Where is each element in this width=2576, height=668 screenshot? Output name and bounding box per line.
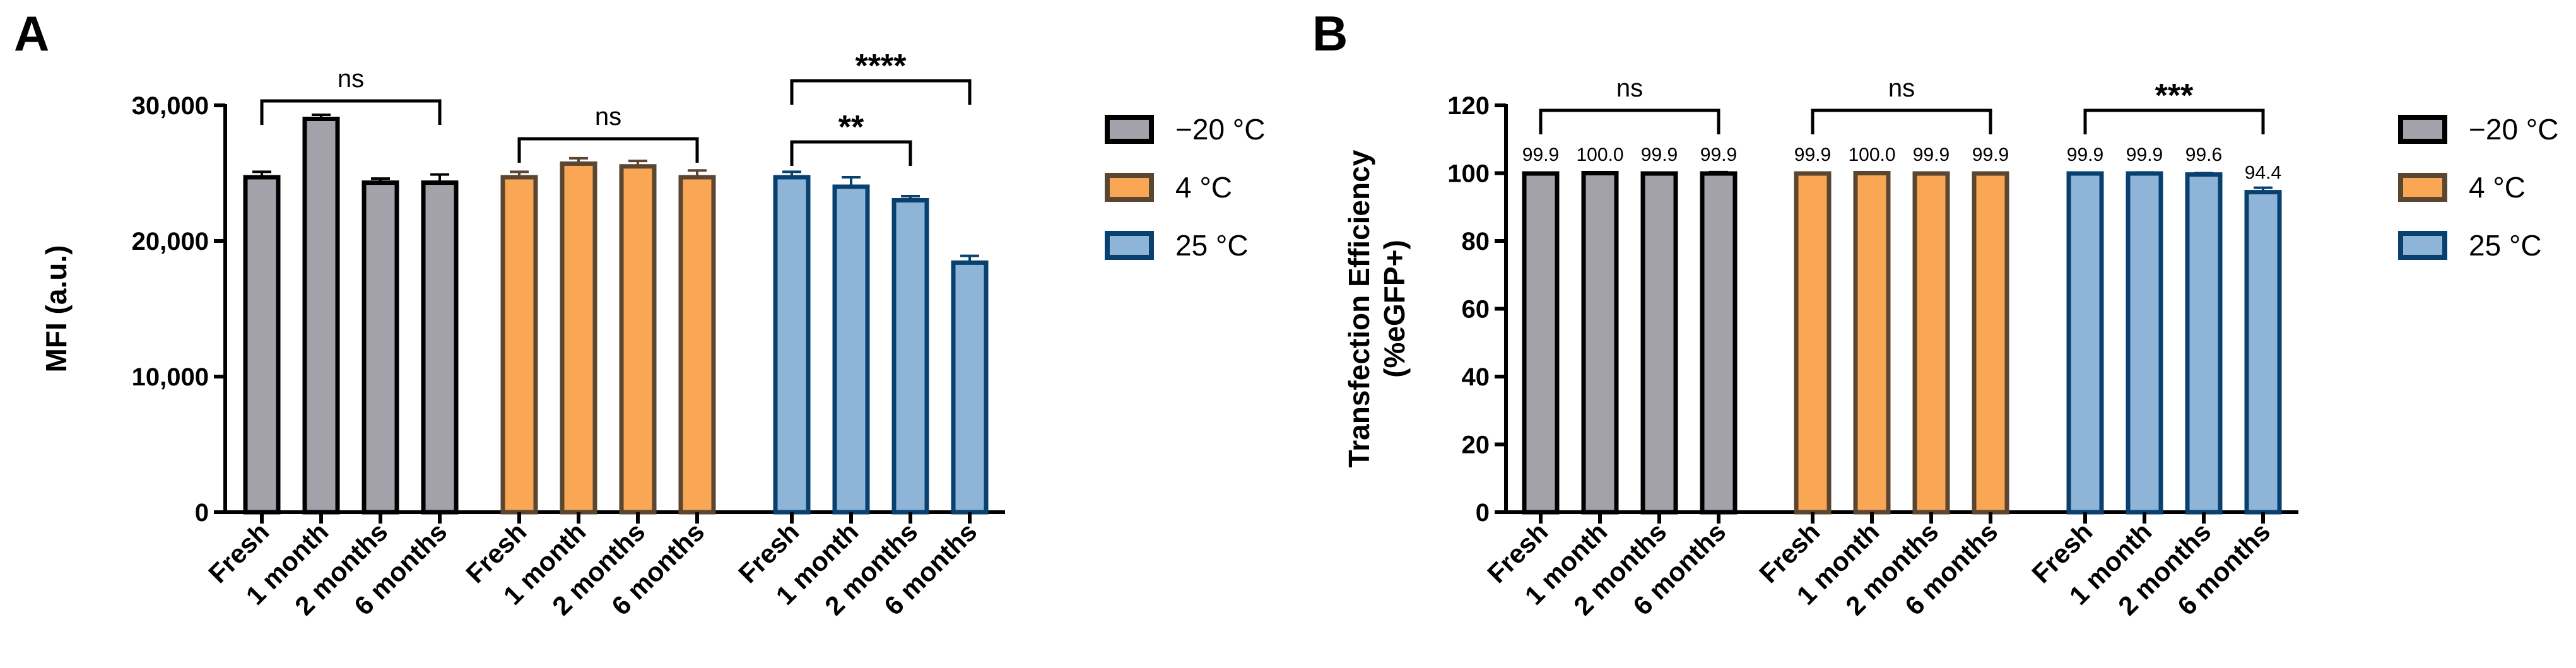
bar xyxy=(2244,190,2282,515)
y-tick-label: 80 xyxy=(1462,228,1490,255)
bar xyxy=(1853,171,1891,515)
significance-label: ns xyxy=(1888,74,1915,102)
legend-swatch xyxy=(2398,173,2447,202)
bar xyxy=(362,180,399,515)
bar xyxy=(243,175,281,515)
legend-swatch xyxy=(1105,231,1154,260)
significance-label: ns xyxy=(338,65,364,93)
significance-bracket xyxy=(1811,108,1992,134)
data-label: 100.0 xyxy=(1576,144,1623,165)
legend-label: 25 °C xyxy=(1175,229,1249,262)
data-label: 99.9 xyxy=(1794,144,1831,165)
y-axis-title: MFI (a.u.) xyxy=(40,245,73,373)
bar xyxy=(678,175,716,515)
bar xyxy=(832,184,870,515)
bar xyxy=(2126,171,2163,515)
legend-label: −20 °C xyxy=(1175,113,1265,146)
legend-swatch xyxy=(1105,173,1154,202)
y-tick-label: 10,000 xyxy=(132,363,209,391)
panel-letter: A xyxy=(14,6,49,61)
y-axis-title: Transfection Efficiency xyxy=(1343,149,1375,467)
bar xyxy=(773,175,811,515)
bar xyxy=(619,164,657,515)
data-label: 99.9 xyxy=(2126,144,2163,165)
bar xyxy=(1794,171,1832,515)
legend-label: 4 °C xyxy=(2469,171,2526,204)
data-label: 99.6 xyxy=(2185,144,2222,165)
panel-letter: B xyxy=(1312,6,1348,61)
bar xyxy=(1640,171,1678,515)
significance-bracket xyxy=(260,99,442,125)
significance-label: *** xyxy=(2155,78,2194,114)
legend-label: −20 °C xyxy=(2469,113,2558,146)
significance-label: ns xyxy=(595,103,621,131)
data-label: 100.0 xyxy=(1848,144,1895,165)
y-tick-label: 120 xyxy=(1447,92,1490,120)
y-tick-label: 100 xyxy=(1447,160,1490,188)
significance-bracket xyxy=(2083,108,2265,134)
bar xyxy=(2066,171,2104,515)
data-label: 99.9 xyxy=(1972,144,2009,165)
significance-label: ** xyxy=(838,109,864,146)
legend-label: 4 °C xyxy=(1175,171,1232,204)
data-label: 94.4 xyxy=(2245,163,2281,184)
bar xyxy=(1972,171,2009,515)
significance-bracket xyxy=(790,79,972,105)
data-label: 99.9 xyxy=(1641,144,1678,165)
y-tick-label: 60 xyxy=(1462,296,1490,324)
y-tick-label: 0 xyxy=(1476,499,1490,527)
significance-label: ns xyxy=(1616,74,1643,102)
y-tick-label: 40 xyxy=(1462,363,1490,391)
data-label: 99.9 xyxy=(1913,144,1950,165)
significance-bracket xyxy=(1539,108,1720,134)
legend-swatch xyxy=(1105,115,1154,144)
y-tick-label: 30,000 xyxy=(132,92,209,120)
bar xyxy=(421,180,459,515)
bar xyxy=(500,175,538,515)
chart-panel-b: B 0 20 40 60 80 100 120 Transfection Efficiency(… xyxy=(1312,6,2558,621)
y-tick-label: 20 xyxy=(1462,431,1490,459)
significance-bracket xyxy=(517,137,699,163)
bar xyxy=(951,260,989,515)
bar xyxy=(1912,171,1950,515)
data-label: 99.9 xyxy=(2067,144,2103,165)
bar xyxy=(560,161,597,515)
bar xyxy=(302,117,340,515)
significance-label: **** xyxy=(856,48,907,85)
bar xyxy=(891,198,929,515)
legend-label: 25 °C xyxy=(2469,229,2542,262)
bar xyxy=(1700,171,1738,515)
bar xyxy=(1522,171,1560,515)
y-axis-title-line2: (%eGFP+) xyxy=(1378,240,1411,378)
data-label: 99.9 xyxy=(1522,144,1559,165)
significance-bracket xyxy=(790,140,912,166)
legend-swatch xyxy=(2398,115,2447,144)
bar xyxy=(1581,171,1619,515)
y-tick-label: 0 xyxy=(195,499,209,527)
legend-swatch xyxy=(2398,231,2447,260)
bar xyxy=(2185,172,2223,515)
y-tick-label: 20,000 xyxy=(132,228,209,255)
data-label: 99.9 xyxy=(1700,144,1737,165)
